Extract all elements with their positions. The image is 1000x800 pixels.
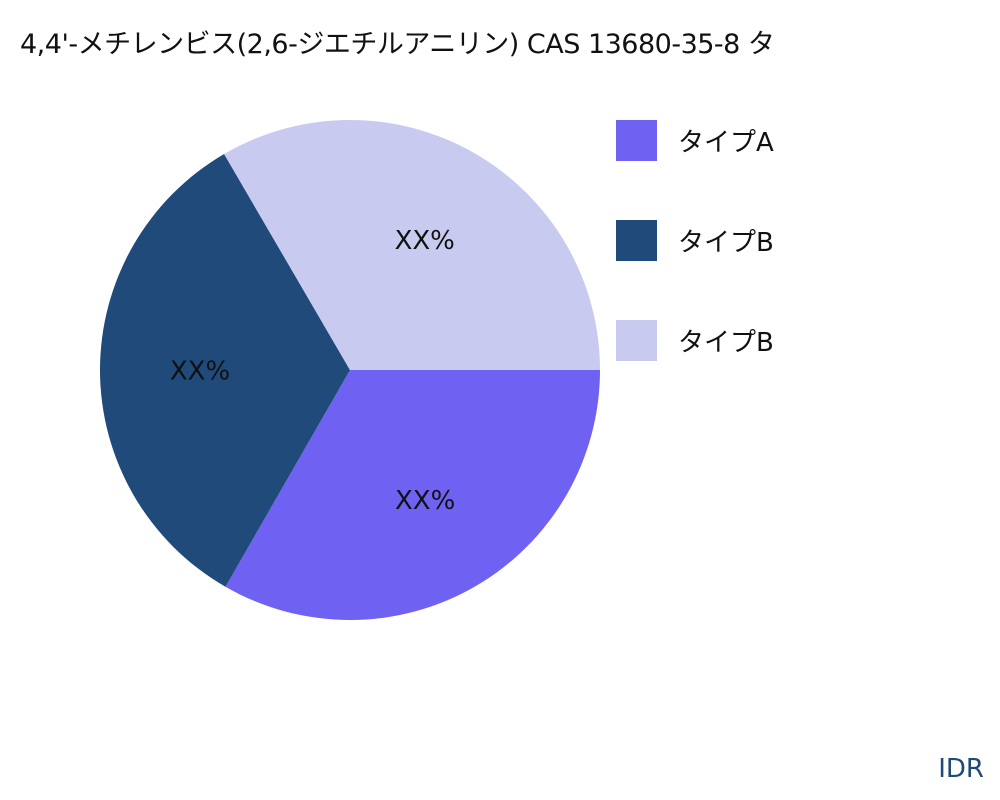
- pie-slice-1: [225, 370, 600, 620]
- pie-slice-2: [99, 154, 350, 587]
- pie-slice-3: [224, 119, 601, 370]
- chart-title: 4,4'-メチレンビス(2,6-ジエチルアニリン) CAS 13680-35-8…: [20, 29, 775, 60]
- legend-swatch: [616, 119, 657, 161]
- slice-label-1: XX%: [395, 486, 455, 516]
- footer-brand: IDR: [938, 754, 984, 784]
- legend-item: タイプB: [616, 319, 774, 361]
- slice-label-2: XX%: [170, 356, 230, 386]
- legend-label: タイプA: [678, 127, 774, 158]
- slice-label-3: XX%: [395, 226, 455, 256]
- legend-item: タイプB: [616, 219, 774, 261]
- legend-label: タイプB: [678, 327, 774, 358]
- legend-item: タイプA: [616, 119, 774, 161]
- legend-label: タイプB: [678, 227, 774, 258]
- legend-swatch: [616, 219, 657, 261]
- legend-swatch: [616, 319, 657, 361]
